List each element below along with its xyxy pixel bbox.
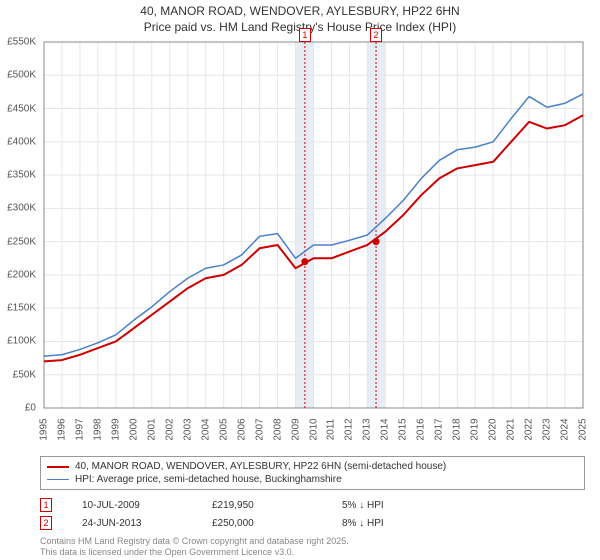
- legend-swatch-hpi: [47, 479, 69, 480]
- y-axis-label: £350K: [7, 170, 36, 181]
- x-axis-label: 2008: [272, 418, 283, 440]
- x-axis-label: 2019: [470, 418, 481, 440]
- footer-line-2: This data is licensed under the Open Gov…: [40, 547, 349, 558]
- x-axis-label: 2006: [236, 418, 247, 440]
- y-axis-label: £250K: [7, 236, 36, 247]
- sales-row-2: 2 24-JUN-2013 £250,000 8% ↓ HPI: [40, 514, 442, 532]
- sale-date-1: 10-JUL-2009: [82, 500, 182, 511]
- sale-pct-1: 5% ↓ HPI: [342, 500, 442, 511]
- title-line-1: 40, MANOR ROAD, WENDOVER, AYLESBURY, HP2…: [0, 4, 600, 20]
- x-axis-label: 1995: [39, 418, 50, 440]
- x-axis-label: 2002: [164, 418, 175, 440]
- x-axis-label: 2009: [290, 418, 301, 440]
- x-axis-label: 2012: [344, 418, 355, 440]
- y-axis-label: £550K: [7, 37, 36, 48]
- sale-marker-2: 2: [40, 516, 52, 530]
- y-axis-label: £300K: [7, 203, 36, 214]
- x-axis-label: 2000: [128, 418, 139, 440]
- sale-pct-2: 8% ↓ HPI: [342, 518, 442, 529]
- legend-box: 40, MANOR ROAD, WENDOVER, AYLESBURY, HP2…: [40, 456, 585, 490]
- y-axis-label: £150K: [7, 303, 36, 314]
- x-axis-label: 2017: [434, 418, 445, 440]
- sales-table: 1 10-JUL-2009 £219,950 5% ↓ HPI 2 24-JUN…: [40, 496, 442, 532]
- chart-sale-marker: 2: [370, 28, 382, 42]
- y-axis-label: £50K: [13, 369, 36, 380]
- legend-label-price-paid: 40, MANOR ROAD, WENDOVER, AYLESBURY, HP2…: [75, 461, 446, 472]
- line-chart-svg: [40, 40, 585, 410]
- x-axis-label: 2015: [398, 418, 409, 440]
- x-axis-label: 2013: [362, 418, 373, 440]
- x-axis-label: 2021: [506, 418, 517, 440]
- sales-row-1: 1 10-JUL-2009 £219,950 5% ↓ HPI: [40, 496, 442, 514]
- y-axis-label: £200K: [7, 269, 36, 280]
- x-axis-label: 2016: [416, 418, 427, 440]
- x-axis-label: 2007: [254, 418, 265, 440]
- y-axis-label: £100K: [7, 336, 36, 347]
- sale-marker-1: 1: [40, 498, 52, 512]
- y-axis-label: £400K: [7, 136, 36, 147]
- footer-line-1: Contains HM Land Registry data © Crown c…: [40, 536, 349, 547]
- sale-date-2: 24-JUN-2013: [82, 518, 182, 529]
- x-axis-label: 1997: [74, 418, 85, 440]
- x-axis-label: 2001: [146, 418, 157, 440]
- legend-label-hpi: HPI: Average price, semi-detached house,…: [75, 474, 342, 485]
- x-axis-label: 1998: [92, 418, 103, 440]
- sale-price-2: £250,000: [212, 518, 312, 529]
- legend-swatch-price-paid: [47, 466, 69, 468]
- y-axis-label: £0: [25, 403, 36, 414]
- x-axis-label: 2014: [380, 418, 391, 440]
- x-axis-label: 2022: [524, 418, 535, 440]
- legend-item-hpi: HPI: Average price, semi-detached house,…: [47, 473, 578, 486]
- x-axis-label: 2010: [308, 418, 319, 440]
- chart-sale-marker: 1: [299, 28, 311, 42]
- x-axis-label: 2011: [326, 419, 337, 441]
- x-axis-label: 1996: [56, 418, 67, 440]
- x-axis-label: 2024: [560, 418, 571, 440]
- legend-item-price-paid: 40, MANOR ROAD, WENDOVER, AYLESBURY, HP2…: [47, 460, 578, 473]
- x-axis-label: 2023: [542, 418, 553, 440]
- y-axis-label: £450K: [7, 103, 36, 114]
- x-axis-label: 2020: [488, 418, 499, 440]
- y-axis-label: £500K: [7, 70, 36, 81]
- x-axis-label: 2005: [218, 418, 229, 440]
- chart-area: £0£50K£100K£150K£200K£250K£300K£350K£400…: [40, 40, 585, 430]
- footer-note: Contains HM Land Registry data © Crown c…: [40, 536, 349, 558]
- x-axis-label: 2025: [578, 418, 589, 440]
- x-axis-label: 2003: [182, 418, 193, 440]
- chart-container: 40, MANOR ROAD, WENDOVER, AYLESBURY, HP2…: [0, 0, 600, 560]
- sale-price-1: £219,950: [212, 500, 312, 511]
- x-axis-label: 2004: [200, 418, 211, 440]
- x-axis-label: 2018: [452, 418, 463, 440]
- x-axis-label: 1999: [110, 418, 121, 440]
